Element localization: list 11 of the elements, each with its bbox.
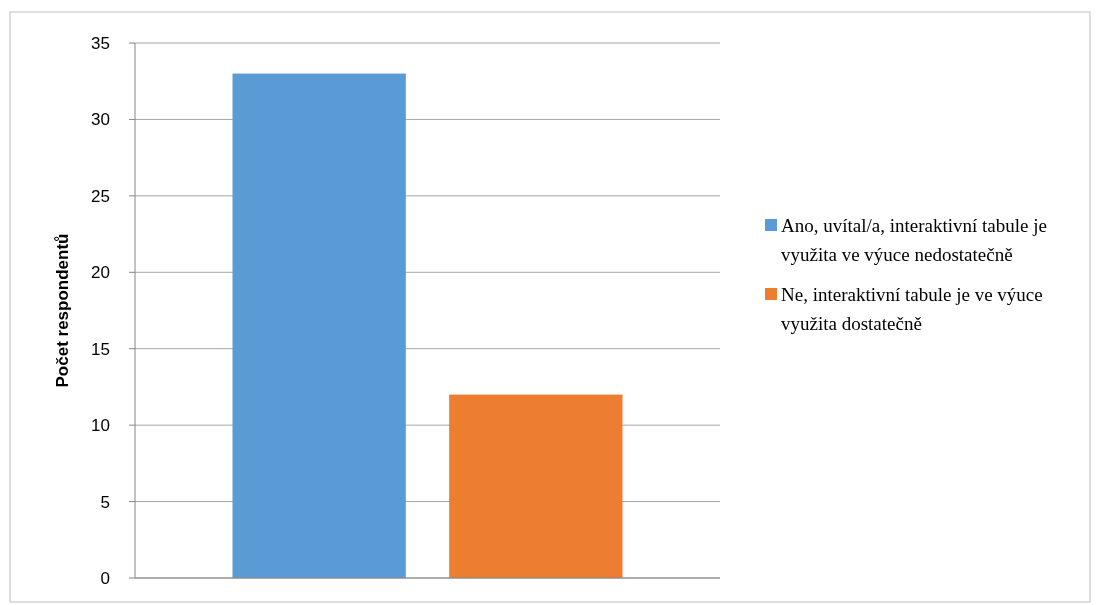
y-tick-label: 35 bbox=[91, 33, 110, 53]
legend-label: Ne, interaktivní tabule je ve výuce využita dostatečně bbox=[781, 284, 1043, 334]
y-tick-label: 10 bbox=[91, 416, 110, 436]
y-axis-title: Počet respondentů bbox=[53, 233, 72, 388]
y-tick-label: 20 bbox=[91, 263, 110, 283]
y-tick-label: 30 bbox=[91, 110, 110, 130]
y-tick-label: 5 bbox=[100, 492, 110, 512]
y-tick-label: 0 bbox=[100, 568, 110, 588]
y-tick-label: 15 bbox=[91, 339, 110, 359]
legend-label: Ano, uvítal/a, interaktivní tabule je využita ve výuce nedostatečně bbox=[781, 215, 1047, 265]
y-tick-label: 25 bbox=[91, 186, 110, 206]
